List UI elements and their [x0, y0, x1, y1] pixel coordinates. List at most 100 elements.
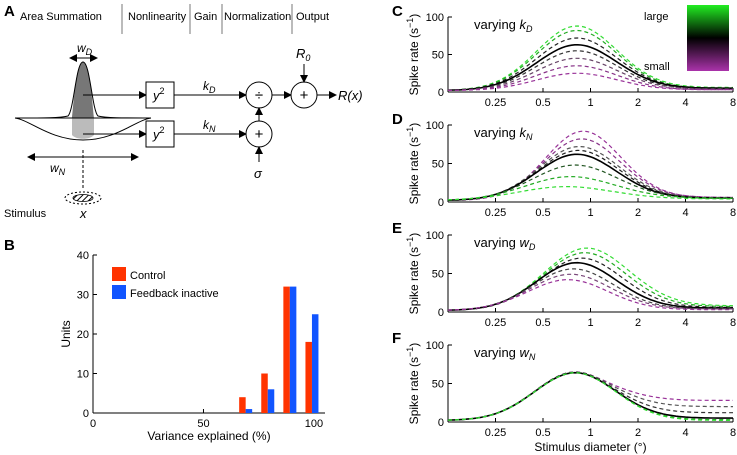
y-tick-label: 100 [426, 12, 444, 24]
bar [261, 373, 268, 413]
x-tick-label: 0.5 [535, 97, 550, 109]
bar [239, 397, 246, 413]
b-x-tick-label: 0 [90, 418, 96, 430]
square-box-bottom [145, 120, 175, 148]
header-nonlinearity: Nonlinearity [128, 11, 187, 23]
colorbar-large-label: large [644, 11, 668, 23]
tuning-curve [447, 149, 733, 201]
bar [311, 314, 319, 413]
b-y-tick-label: 0 [83, 408, 89, 420]
x-tick-label: 0.5 [535, 427, 550, 439]
tuning-curve [447, 37, 733, 91]
y-tick-label: 0 [438, 307, 444, 319]
output-plus-symbol: + [300, 87, 309, 104]
panel-label: D [392, 111, 403, 128]
w-d-label: wD [77, 41, 93, 57]
chart-title: varying wN [474, 345, 536, 362]
tuning-curve [447, 252, 733, 311]
b-y-tick-label: 20 [77, 329, 89, 341]
x-tick-label: 4 [682, 97, 688, 109]
tuning-curve [447, 257, 733, 311]
tuning-curve [447, 371, 733, 421]
x-tick-label: 0.5 [535, 207, 550, 219]
y-tick-label: 50 [432, 379, 444, 391]
center-gaussian [14, 61, 152, 119]
b-y-axis-label: Units [59, 320, 73, 347]
tuning-curve [447, 279, 733, 311]
chart-panel-c: C 0 50 100 0.25 0.5 1 2 4 8 Spike rate (s−1) varyin… [392, 3, 736, 109]
tuning-curve [447, 268, 733, 311]
panel-a-label: A [4, 3, 15, 20]
y-tick-label: 0 [438, 87, 444, 99]
chart-panel-d: D 0 50 100 0.25 0.5 1 2 4 8 Spike rate (s−1) varyin… [392, 111, 736, 219]
x-tick-label: 1 [587, 207, 593, 219]
y-tick-label: 0 [438, 417, 444, 429]
tuning-curve [447, 372, 733, 421]
x-tick-label: 2 [635, 207, 641, 219]
square-bottom-label: y2 [152, 125, 165, 142]
header-area-summation: Area Summation [20, 11, 102, 23]
k-n-label: kN [203, 118, 216, 134]
y-tick-label: 100 [426, 340, 444, 352]
tuning-curve [447, 372, 733, 421]
panel-label: F [392, 330, 401, 347]
header-output: Output [296, 11, 329, 23]
bar [289, 286, 297, 413]
x-tick-label: 8 [730, 97, 736, 109]
tuning-curve [447, 371, 733, 421]
x-tick-label: 2 [635, 427, 641, 439]
stimulus-label: Stimulus [4, 208, 47, 220]
y-tick-label: 50 [432, 50, 444, 62]
tuning-curve [448, 130, 734, 201]
tuning-curve [447, 44, 733, 91]
y-tick-label: 50 [432, 269, 444, 281]
x-tick-label: 0.5 [535, 317, 550, 329]
legend-label: Control [130, 270, 165, 282]
header-gain: Gain [194, 11, 217, 23]
panel-b-label: B [4, 237, 15, 254]
legend-label: Feedback inactive [130, 288, 219, 300]
x-axis-label: Stimulus diameter (°) [534, 440, 646, 454]
sigma-plus-symbol: + [255, 126, 264, 143]
b-x-tick-label: 50 [197, 418, 209, 430]
tuning-curve [447, 138, 734, 201]
x-tick-label: 1 [587, 97, 593, 109]
output-label: R(x) [338, 88, 363, 103]
k-d-label: kD [203, 79, 216, 95]
panel-label: E [392, 220, 402, 237]
b-y-tick-label: 30 [77, 290, 89, 302]
square-top-label: y2 [152, 86, 165, 103]
x-tick-label: 4 [682, 427, 688, 439]
x-tick-label: 1 [587, 427, 593, 439]
square-box-top [145, 81, 175, 109]
chart-title: varying kD [474, 17, 533, 34]
x-tick-label: 4 [682, 207, 688, 219]
stimulus-var: x [79, 206, 87, 221]
tuning-curve [447, 153, 733, 201]
tuning-curve [448, 72, 733, 91]
bar [245, 409, 253, 413]
x-tick-label: 0.25 [485, 317, 506, 329]
y-axis-label: Spike rate (s−1) [405, 233, 421, 315]
chart-title: varying wD [474, 235, 536, 252]
tuning-curve [447, 273, 733, 311]
colorbar-gradient [687, 5, 729, 71]
legend-swatch [112, 285, 126, 299]
y-tick-label: 0 [438, 197, 444, 209]
panel-label: C [392, 3, 403, 20]
stimulus-grating [72, 194, 94, 202]
chart-title: varying kN [474, 125, 533, 142]
tuning-curve [447, 57, 733, 91]
chart-panel-e: E 0 50 100 0.25 0.5 1 2 4 8 Spike rate (s−1) varyin… [392, 220, 736, 329]
bar [283, 286, 290, 413]
tuning-curve [447, 146, 733, 201]
tuning-curve [447, 25, 733, 91]
y-tick-label: 100 [426, 120, 444, 132]
tuning-curve [447, 371, 733, 421]
tuning-curve [448, 247, 734, 311]
surround-gaussian-fill [72, 118, 94, 139]
b-y-tick-label: 40 [77, 250, 89, 262]
y-tick-label: 50 [432, 159, 444, 171]
